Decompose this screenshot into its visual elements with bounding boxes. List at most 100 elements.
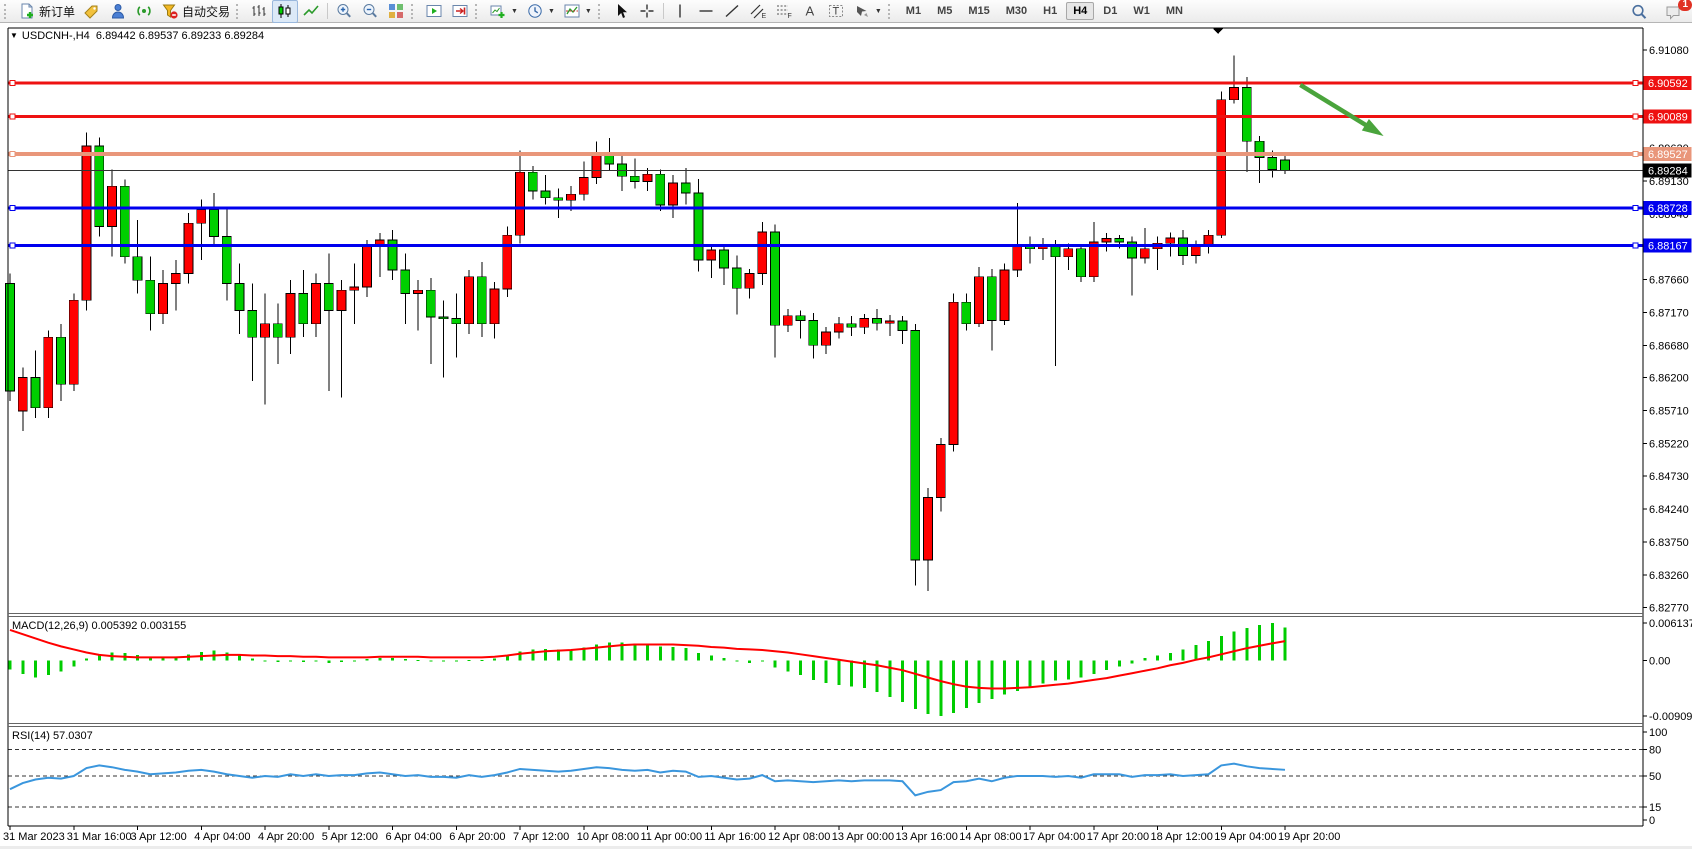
macd-histogram-bar [964,660,968,708]
chart-menu-icon[interactable]: ▼ [10,31,18,40]
macd-histogram-bar [850,660,853,687]
candle-body [706,249,717,261]
candle [425,278,436,365]
price-badge: 6.88728 [1643,200,1692,215]
dropdown-caret-icon[interactable]: ▼ [547,7,555,15]
candle-body [413,289,423,295]
horizontal-line-6.90592[interactable] [8,79,1643,86]
text-label-icon: T [828,5,843,18]
new-order-button[interactable]: 新订单 [14,0,79,23]
community-person-icon [112,4,125,19]
time-axis-label: 17 Apr 04:00 [1023,831,1085,843]
line-handle[interactable] [1632,204,1639,211]
dropdown-caret-icon[interactable]: ▼ [584,7,592,15]
macd-histogram-bar [378,657,382,661]
trend-arrow-annotation[interactable] [1299,82,1384,136]
dropdown-caret-icon[interactable]: ▼ [874,7,882,15]
line-handle[interactable] [9,151,16,158]
line-handle[interactable] [9,242,16,249]
community-button[interactable] [105,0,131,23]
macd-histogram-bar [735,660,739,662]
quotes-button[interactable] [79,0,105,23]
tile-windows-button[interactable] [383,0,409,23]
time-axis-label: 17 Apr 20:00 [1087,831,1149,843]
autotrading-button[interactable]: 自动交易 [157,0,234,23]
search-button[interactable] [1626,0,1652,23]
horizontal-line-6.89527[interactable] [8,151,1643,158]
horizontal-line-tool-button[interactable] [693,0,719,23]
time-axis: 31 Mar 2023 31 Mar 16:003 Apr 12:00 4 Apr … [3,826,1340,843]
line-handle[interactable] [9,204,16,211]
toolbar-grip[interactable] [411,3,417,19]
toolbar-grip[interactable] [887,3,894,19]
price-badge-label: 6.90592 [1648,78,1688,90]
indicators-button[interactable]: ▼ [559,0,596,23]
line-handle[interactable] [9,113,16,120]
fibonacci-icon: F [776,5,792,20]
fibonacci-tool-button[interactable]: F [771,0,797,23]
line-handle[interactable] [9,79,16,86]
horizontal-line-6.88167[interactable] [8,242,1643,249]
candle-body [196,209,207,224]
line-handle[interactable] [1632,79,1639,86]
candle-body [731,267,742,289]
candle [986,268,997,351]
zoom-out-button[interactable] [357,0,383,23]
period-button-d1[interactable]: D1 [1103,5,1118,17]
bar-chart-type-button[interactable] [246,0,272,23]
macd-histogram-bar [1092,660,1096,674]
period-button-w1[interactable]: W1 [1133,5,1150,17]
svg-text:F: F [787,13,791,20]
toolbar-grip[interactable] [4,3,10,19]
trendline-tool-button[interactable] [719,0,745,23]
period-button-m15[interactable]: M15 [968,5,990,17]
period-button-mn[interactable]: MN [1165,5,1183,17]
candle [808,313,819,359]
period-button-m5[interactable]: M5 [937,5,953,17]
candle [578,161,589,201]
candle [56,323,66,402]
period-button-h1[interactable]: H1 [1043,5,1058,17]
dropdown-caret-icon[interactable]: ▼ [511,7,518,15]
chat-button[interactable]: 1 [1660,0,1692,23]
cursor-tool-button[interactable] [608,0,634,23]
equidistant-channel-tool-button[interactable]: E [745,0,771,23]
horizontal-line-6.90089[interactable] [8,113,1643,120]
candle [476,262,487,338]
price-axis-label: 6.87660 [1649,275,1689,287]
candle-body [260,323,270,338]
vertical-line-tool-button[interactable] [667,0,693,23]
line-handle[interactable] [1632,113,1639,120]
period-button-h4[interactable]: H4 [1066,2,1095,20]
crosshair-tool-button[interactable] [634,0,660,23]
candle-body [145,279,156,315]
candle [1216,91,1227,238]
line-handle[interactable] [1632,242,1639,249]
candlestick-chart-type-button[interactable] [272,0,299,23]
period-button-m30[interactable]: M30 [1005,5,1028,17]
period-button-m1[interactable]: M1 [905,5,922,17]
line-handle[interactable] [1632,151,1639,158]
zoom-in-button[interactable] [331,0,357,23]
auto-scroll-button[interactable] [421,0,447,23]
auto-scroll-icon [426,5,442,17]
chart-shift-marker[interactable] [1213,28,1224,35]
new-chart-button[interactable]: ▼ [485,0,522,23]
timeframes-button[interactable]: ▼ [522,0,559,23]
toolbar-grip[interactable] [475,3,481,19]
text-tool-button[interactable]: A [797,0,823,23]
chart-shift-button[interactable] [447,0,473,23]
arrows-tool-button[interactable]: ▼ [849,0,886,23]
text-label-tool-button[interactable]: T [823,0,849,23]
macd-histogram-bar [913,660,917,710]
macd-histogram-bar [250,658,254,661]
macd-histogram-bar [760,660,764,662]
candle-body [935,444,946,499]
toolbar-grip[interactable] [597,3,604,19]
line-chart-type-button[interactable] [298,0,324,23]
macd-histogram-bar [403,659,407,661]
horizontal-line-6.88728[interactable] [8,204,1643,211]
toolbar-grip[interactable] [236,3,242,19]
macd-axis-label: -0.009098 [1649,711,1692,723]
signals-button[interactable] [131,0,157,23]
